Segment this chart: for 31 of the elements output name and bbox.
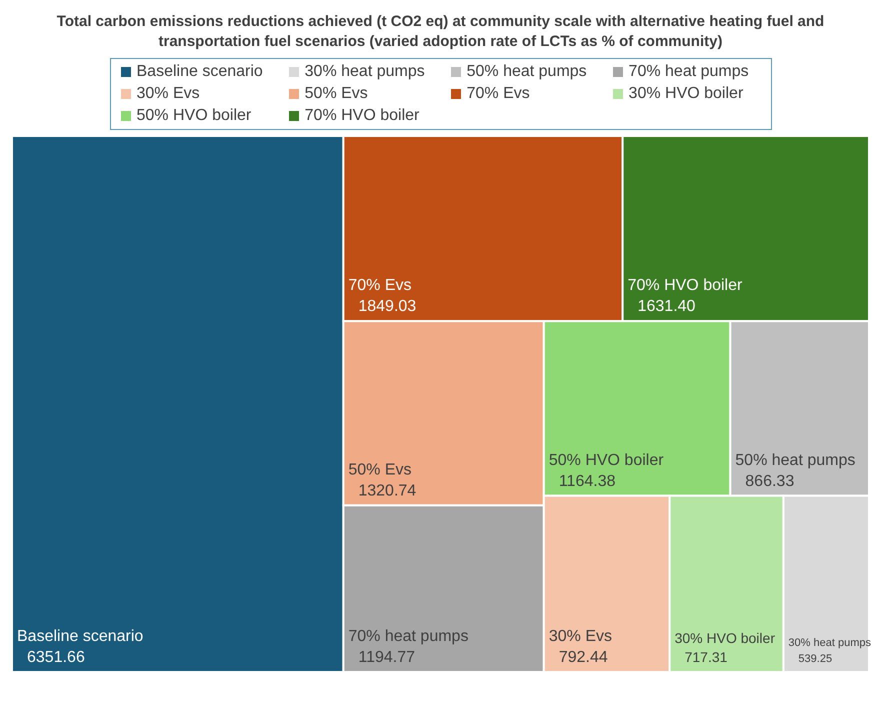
data-label: 1631.40 <box>638 298 696 316</box>
data-label: 1194.77 <box>358 649 416 666</box>
category-label: 70% Evs <box>466 85 530 103</box>
data-label: 866.33 <box>745 472 794 490</box>
data-label: 1849.03 <box>358 298 416 316</box>
category-label: 30% heat pumps <box>304 63 425 81</box>
category-label: 70% HVO boiler <box>304 107 420 125</box>
category-label: 30% Evs <box>548 628 612 645</box>
category-label: 70% heat pumps <box>628 63 749 81</box>
data-label: 717.31 <box>684 649 728 665</box>
data-label: 1320.74 <box>358 482 416 500</box>
data-label: 1164.38 <box>558 472 616 490</box>
category-label: Baseline scenario <box>136 63 263 81</box>
category-label: 50% HVO boiler <box>136 107 252 125</box>
category-label: 50% Evs <box>348 461 412 478</box>
category-label: 70% heat pumps <box>348 628 468 645</box>
category-label: 70% Evs <box>348 277 412 294</box>
data-label: 792.44 <box>558 649 608 666</box>
data-label: 539.25 <box>798 653 832 665</box>
category-label: 50% heat pumps <box>735 452 856 469</box>
category-label: 50% Evs <box>304 85 368 103</box>
data-label: 6351.66 <box>27 649 85 666</box>
category-label: 30% HVO boiler <box>674 630 775 646</box>
text: Total carbon emissions reductions achieved (t CO2 eq) at community scale with alternative heating fuel and transportation fuel scenarios (varied adoption rate of LCTs as % of community) <box>56 12 826 52</box>
category-label: 50% heat pumps <box>466 63 587 81</box>
category-label: 30% HVO boiler <box>628 85 744 103</box>
category-label: 70% HVO boiler <box>628 277 742 294</box>
category-label: Baseline scenario <box>17 628 144 645</box>
category-label: 30% heat pumps <box>788 637 871 649</box>
category-label: 50% HVO boiler <box>548 452 664 469</box>
category-label: 30% Evs <box>136 85 200 103</box>
